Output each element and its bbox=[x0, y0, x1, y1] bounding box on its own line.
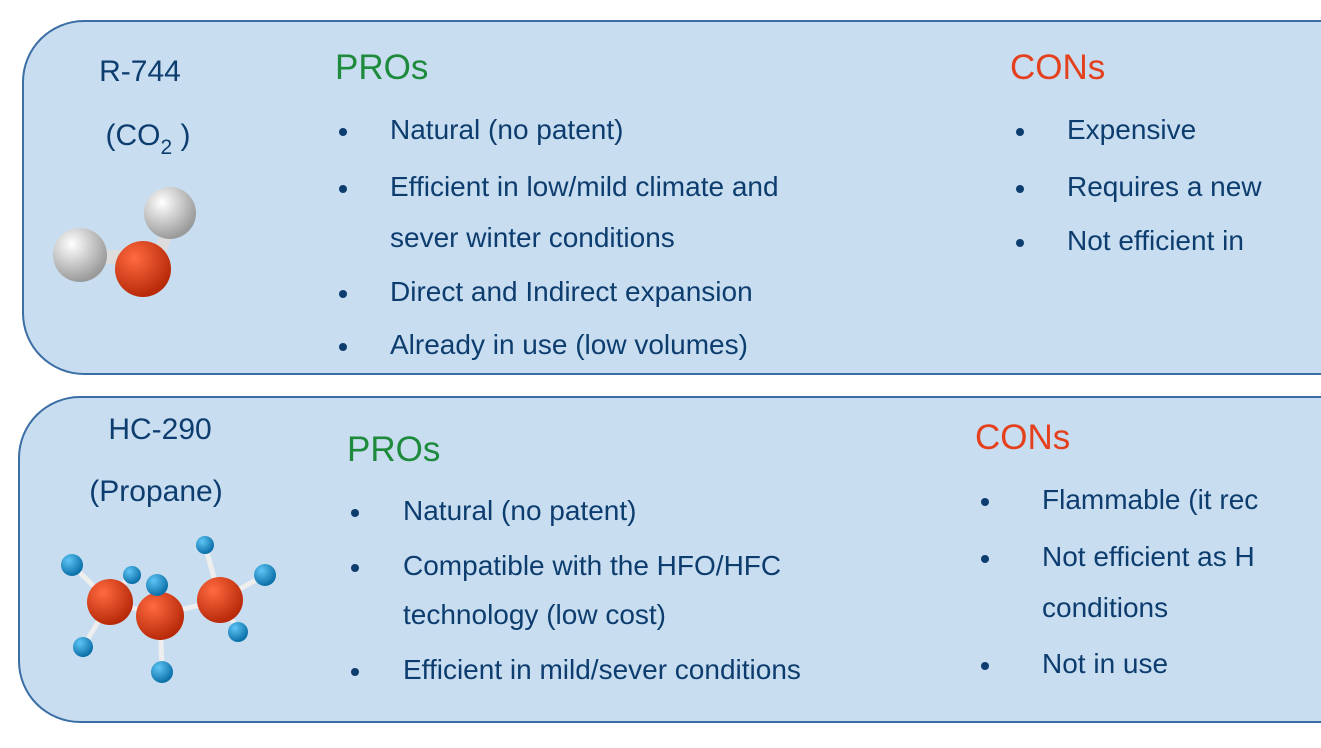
pro-item: technology (low cost) bbox=[403, 599, 667, 630]
con-item: conditions bbox=[1042, 592, 1169, 623]
con-item: Not efficient in bbox=[1067, 225, 1244, 256]
bullet bbox=[1016, 239, 1024, 247]
pro-item: Already in use (low volumes) bbox=[390, 329, 748, 360]
bullet bbox=[1016, 185, 1024, 193]
refrigerant-name: HC-290 bbox=[108, 413, 212, 446]
bullet bbox=[339, 185, 347, 193]
pros-title: PROs bbox=[335, 48, 429, 87]
con-item: Expensive bbox=[1067, 114, 1197, 145]
water-molecule-icon bbox=[53, 187, 196, 297]
bullet bbox=[351, 509, 359, 517]
hc290-panel bbox=[18, 396, 1321, 723]
con-item: Not in use bbox=[1042, 648, 1169, 679]
bullet bbox=[981, 662, 989, 670]
con-item: Flammable (it rec bbox=[1042, 484, 1259, 515]
pro-item: Natural (no patent) bbox=[403, 495, 637, 526]
bullet bbox=[351, 668, 359, 676]
con-item: Requires a new bbox=[1067, 171, 1262, 202]
bullet bbox=[351, 564, 359, 572]
pro-item: Compatible with the HFO/HFC bbox=[403, 550, 782, 581]
bullet bbox=[981, 555, 989, 563]
refrigerant-formula: (Propane) bbox=[89, 475, 223, 508]
pros-title: PROs bbox=[347, 430, 441, 469]
bullet bbox=[339, 290, 347, 298]
bullet bbox=[339, 343, 347, 351]
pro-item: Direct and Indirect expansion bbox=[390, 276, 753, 307]
pro-item: sever winter conditions bbox=[390, 222, 675, 253]
refrigerant-name: R-744 bbox=[99, 55, 181, 88]
cons-title: CONs bbox=[1010, 48, 1106, 87]
pro-item: Efficient in low/mild climate and bbox=[390, 171, 779, 202]
bullet bbox=[339, 128, 347, 136]
pro-item: Efficient in mild/sever conditions bbox=[403, 654, 801, 685]
bullet bbox=[981, 498, 989, 506]
refrigerant-formula: (CO2 ) bbox=[105, 119, 191, 159]
propane-molecule-icon bbox=[61, 536, 276, 683]
bullet bbox=[1016, 128, 1024, 136]
cons-title: CONs bbox=[975, 418, 1071, 457]
pro-item: Natural (no patent) bbox=[390, 114, 624, 145]
r744-panel bbox=[22, 20, 1321, 375]
con-item: Not efficient as H bbox=[1042, 541, 1255, 572]
